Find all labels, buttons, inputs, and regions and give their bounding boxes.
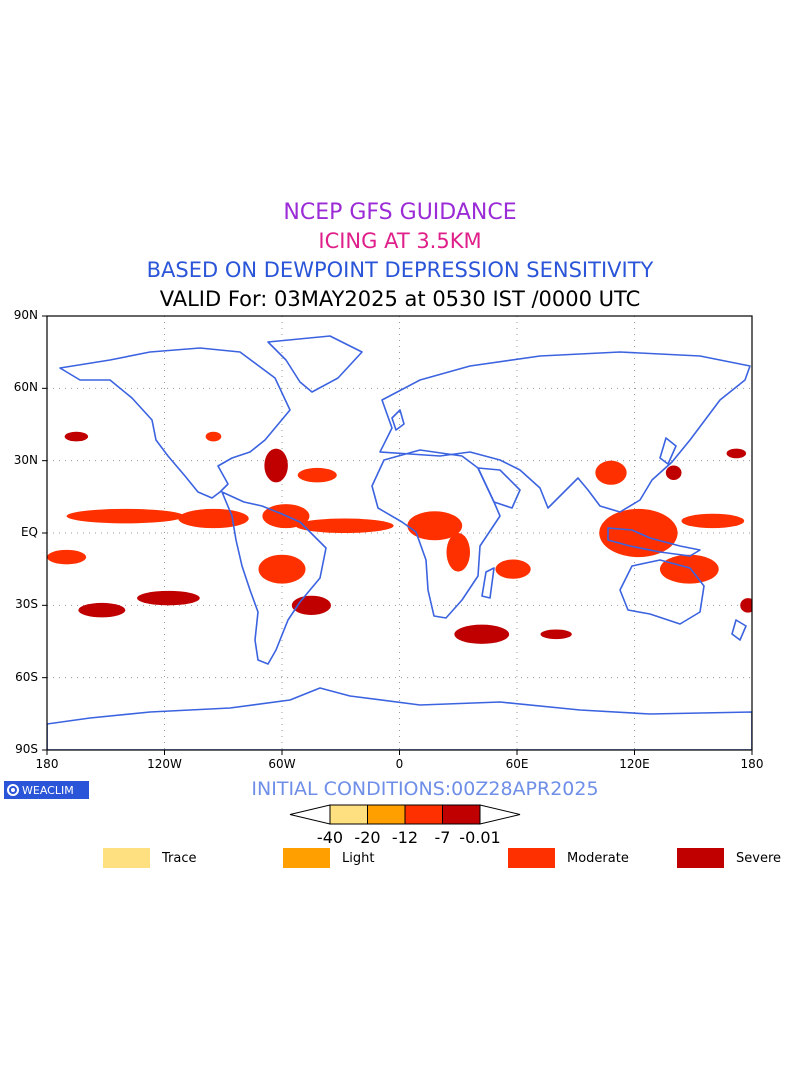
- icing-area-moderate: [295, 518, 394, 533]
- legend-swatch: [508, 848, 555, 868]
- australia-coast: [619, 559, 705, 625]
- lat-label: EQ: [20, 525, 38, 539]
- lon-label: 60E: [505, 757, 529, 771]
- icing-area-severe: [740, 598, 752, 613]
- british-isles-coast: [391, 409, 405, 431]
- icing-area-severe: [665, 465, 682, 480]
- antarctica-coast: [47, 687, 752, 750]
- lon-label: 120E: [619, 757, 650, 771]
- lat-label: 30S: [15, 597, 38, 612]
- icing-area-severe: [64, 431, 89, 442]
- legend-label: Trace: [162, 850, 197, 866]
- icing-area-moderate: [205, 431, 222, 442]
- arabia-coast: [477, 467, 521, 509]
- lat-label: 90N: [13, 308, 38, 322]
- lon-label: 0: [395, 757, 404, 771]
- icing-area-moderate: [297, 467, 337, 483]
- south-america-coast: [221, 491, 327, 665]
- legend-item-severe: Severe: [677, 848, 781, 868]
- legend-item-trace: Trace: [103, 848, 197, 868]
- eurasia-coast: [379, 351, 751, 513]
- valid-time-text: VALID For: 03MAY2025 at 0530 IST /0000 U…: [159, 287, 641, 311]
- lat-label: 90S: [15, 742, 38, 756]
- madagascar-coast: [481, 567, 495, 599]
- legend-item-light: Light: [283, 848, 374, 868]
- legend-label: Light: [342, 850, 375, 866]
- icing-area-moderate: [47, 549, 87, 565]
- axis-ticks: [42, 315, 753, 755]
- legend-item-moderate: Moderate: [508, 848, 629, 868]
- lon-label: 120W: [147, 757, 182, 771]
- north-america-coast: [59, 347, 291, 499]
- initial-conditions-text: INITIAL CONDITIONS:00Z28APR2025: [251, 778, 599, 800]
- legend-label: Moderate: [567, 850, 629, 866]
- icing-area-moderate: [495, 559, 531, 579]
- lon-label: 60W: [268, 757, 296, 771]
- icing-area-moderate: [595, 460, 627, 485]
- legend-swatch: [677, 848, 724, 868]
- icing-area-severe: [540, 629, 572, 640]
- lat-label: 30N: [13, 452, 38, 467]
- japan-coast: [659, 437, 677, 465]
- icing-area-moderate: [407, 511, 463, 541]
- icing-area-severe: [726, 448, 747, 459]
- weaclim-logo-icon: [7, 784, 19, 796]
- map-subtitle: ICING AT 3.5KM: [318, 229, 482, 253]
- icing-area-moderate: [66, 508, 185, 524]
- icing-area-moderate: [258, 554, 306, 584]
- icing-area-moderate: [681, 513, 745, 529]
- icing-area-severe: [264, 448, 288, 483]
- map-title: NCEP GFS GUIDANCE: [283, 200, 517, 225]
- lon-label: 180: [740, 757, 764, 771]
- weaclim-logo-text: WEACLIM: [22, 783, 74, 797]
- new-zealand-coast: [731, 619, 747, 641]
- icing-area-severe: [78, 602, 126, 618]
- icing-area-moderate: [178, 508, 249, 529]
- legend-swatch: [283, 848, 330, 868]
- lat-label: 60S: [15, 669, 38, 684]
- icing-area-moderate: [659, 554, 719, 584]
- lon-label: 180: [35, 757, 59, 771]
- map-method-text: BASED ON DEWPOINT DEPRESSION SENSITIVITY: [146, 258, 654, 282]
- africa-coast: [371, 449, 501, 619]
- greenland-coast: [267, 335, 363, 393]
- legend-swatch: [103, 848, 150, 868]
- coastlines: [47, 335, 752, 750]
- icing-area-severe: [454, 624, 510, 644]
- icing-area-severe: [137, 590, 200, 606]
- lat-label: 60N: [13, 380, 38, 395]
- weaclim-logo: WEACLIM: [4, 781, 89, 799]
- legend-label: Severe: [736, 850, 781, 866]
- indonesia-coast: [607, 527, 701, 557]
- icing-area-moderate: [446, 533, 470, 572]
